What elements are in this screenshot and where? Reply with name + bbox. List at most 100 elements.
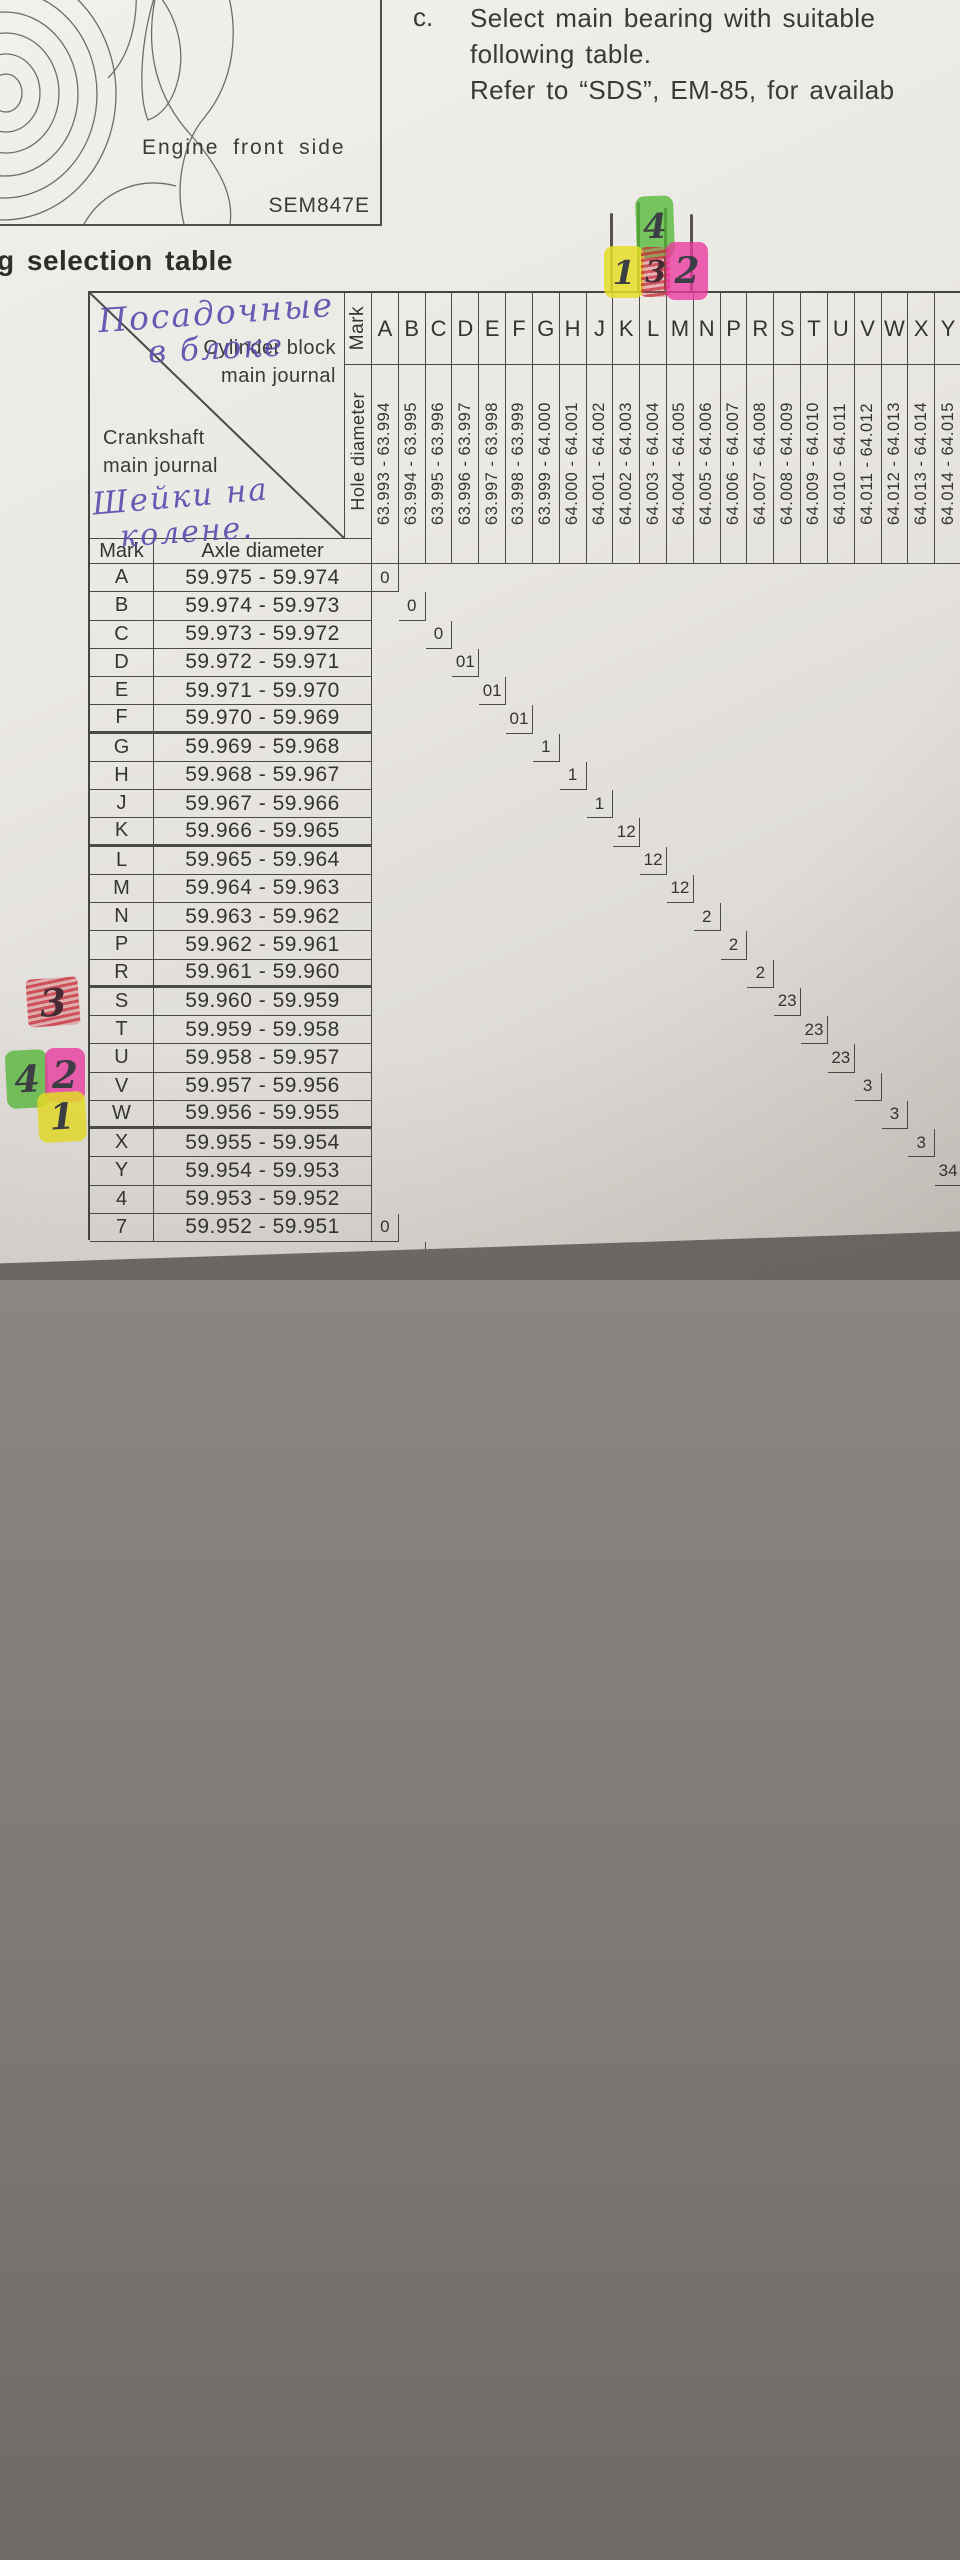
table-cell-value: 2 <box>702 907 711 927</box>
table-cell-value: 23 <box>751 1613 770 1633</box>
column-letter: J <box>587 293 614 365</box>
axle-diameter-value: 59.973 - 59.972 <box>154 621 372 649</box>
table-cell-value: 2 <box>729 935 738 955</box>
column-letter: U <box>828 293 855 365</box>
table-cell: 1 <box>533 734 560 762</box>
axle-diameter-value: 59.960 - 59.959 <box>154 988 372 1016</box>
table-cell: 0 <box>372 564 399 592</box>
table-cell: 01 <box>426 1920 453 1948</box>
table-cell: 23 <box>721 2231 748 2259</box>
table-cell: 12 <box>560 2061 587 2089</box>
table-cell-value: 34 <box>912 2432 931 2452</box>
table-cell: 01 <box>372 2513 399 2541</box>
hole-diameter-value-text: 64.005 - 64.006 <box>697 402 716 525</box>
row-mark: 7 <box>90 1214 154 1242</box>
hole-diameter-label: Hole diameter <box>345 365 372 539</box>
table-cell: 3 <box>882 1751 909 1779</box>
axle-diameter-value: 59.968 - 59.967 <box>154 762 372 790</box>
table-cell: 01 <box>506 705 533 733</box>
table-cell: 3 <box>855 2372 882 2400</box>
hole-diameter-value-text: 63.997 - 63.998 <box>483 402 502 525</box>
table-cell-value: 34 <box>939 1161 958 1181</box>
table-cell-value: 0 <box>434 624 443 644</box>
table-cell-value: 01 <box>483 1330 502 1350</box>
row-mark: T <box>90 1016 154 1044</box>
column-letter: N <box>694 293 721 365</box>
table-cell-value: 1 <box>595 794 604 814</box>
axle-diameter-value: 59.961 - 59.960 <box>154 960 372 988</box>
handwriting-top-line2: в блоке <box>147 327 285 370</box>
axle-diameter-value: 59.969 - 59.968 <box>154 734 372 762</box>
table-cell: 01 <box>479 677 506 705</box>
table-cell: 34 <box>882 2400 909 2428</box>
table-cell: 1 <box>587 790 614 818</box>
axle-diameter-value: 59.954 - 59.953 <box>154 1157 372 1185</box>
table-cell: 12 <box>587 2090 614 2118</box>
hole-diameter-value: 63.993 - 63.994 <box>372 365 399 564</box>
hole-diameter-value: 64.014 - 64.015 <box>935 365 960 564</box>
table-cell-value: 1 <box>514 2008 523 2028</box>
table-cell: 34 <box>935 1807 960 1835</box>
table-cell-value: 0 <box>380 1867 389 1887</box>
table-cell: 3 <box>828 1694 855 1722</box>
table-cell-value: 0 <box>380 1217 389 1237</box>
table-cell: 01 <box>426 1270 453 1298</box>
column-letter: K <box>613 293 640 365</box>
table-cell-value: 12 <box>670 878 689 898</box>
hole-diameter-value-text: 64.011 - 64.012 <box>858 403 877 525</box>
axle-diameter-value: 59.972 - 59.971 <box>154 649 372 677</box>
table-cell: 12 <box>613 1468 640 1496</box>
table-cell: 34 <box>908 1779 935 1807</box>
table-cell-value: 12 <box>644 850 663 870</box>
table-cell: 2 <box>694 2203 721 2231</box>
column-letter: P <box>721 293 748 365</box>
hole-diameter-value: 63.998 - 63.999 <box>506 365 533 564</box>
axle-diameter-value: 59.957 - 59.956 <box>154 1073 372 1101</box>
column-letter: X <box>908 293 935 365</box>
figure-code: SEM847E <box>268 194 370 218</box>
hole-diameter-value: 64.010 - 64.011 <box>828 365 855 564</box>
corner-label-main-journal-bottom: main journal <box>103 455 218 478</box>
axle-diameter-value: 59.958 - 59.957 <box>154 1044 372 1072</box>
column-letter: M <box>667 293 694 365</box>
hole-diameter-value-text: 64.013 - 64.014 <box>912 402 931 525</box>
row-mark: G <box>90 734 154 762</box>
row-mark: A <box>90 564 154 592</box>
table-cell-value: 23 <box>831 1048 850 1068</box>
table-cell: 23 <box>747 2259 774 2287</box>
hole-diameter-value-text: 64.001 - 64.002 <box>590 402 609 525</box>
table-cell-value: 01 <box>402 1895 421 1915</box>
table-cell: 23 <box>774 2287 801 2315</box>
column-letter: H <box>560 293 587 365</box>
table-cell: 2 <box>694 1553 721 1581</box>
table-cell-value: 01 <box>456 652 475 672</box>
row-mark: F <box>90 705 154 733</box>
table-cell-value: 3 <box>890 1754 899 1774</box>
table-cell-value: 12 <box>590 1443 609 1463</box>
table-cell: 1 <box>560 1412 587 1440</box>
hole-diameter-value-text: 63.994 - 63.995 <box>402 402 421 525</box>
table-cell: 2 <box>747 960 774 988</box>
table-cell: 23 <box>747 1609 774 1637</box>
table-cell-value: 3 <box>890 1104 899 1124</box>
table-cell-value: 1 <box>568 765 577 785</box>
table-cell-value: 3 <box>863 1726 872 1746</box>
hole-diameter-value-text: 64.002 - 64.003 <box>617 402 636 525</box>
table-cell: 01 <box>479 1327 506 1355</box>
column-letter: Y <box>935 293 960 365</box>
hole-diameter-value-text: 64.009 - 64.010 <box>804 402 823 525</box>
table-cell: 23 <box>801 1016 828 1044</box>
table-cell: 12 <box>640 847 667 875</box>
hole-diameter-value: 64.001 - 64.002 <box>587 365 614 564</box>
row-mark: Y <box>90 1157 154 1185</box>
row-mark: C <box>90 621 154 649</box>
table-cell: 12 <box>667 875 694 903</box>
hole-diameter-value: 64.004 - 64.005 <box>667 365 694 564</box>
table-cell-value: 12 <box>617 1472 636 1492</box>
hole-diameter-value-text: 64.012 - 64.013 <box>885 402 904 525</box>
axle-diameter-value: 59.952 - 59.951 <box>154 1214 372 1242</box>
table-cell: 01 <box>452 1299 479 1327</box>
table-cell: 2 <box>640 2146 667 2174</box>
table-cell: 0 <box>399 592 426 620</box>
table-cell-value: 12 <box>644 1500 663 1520</box>
